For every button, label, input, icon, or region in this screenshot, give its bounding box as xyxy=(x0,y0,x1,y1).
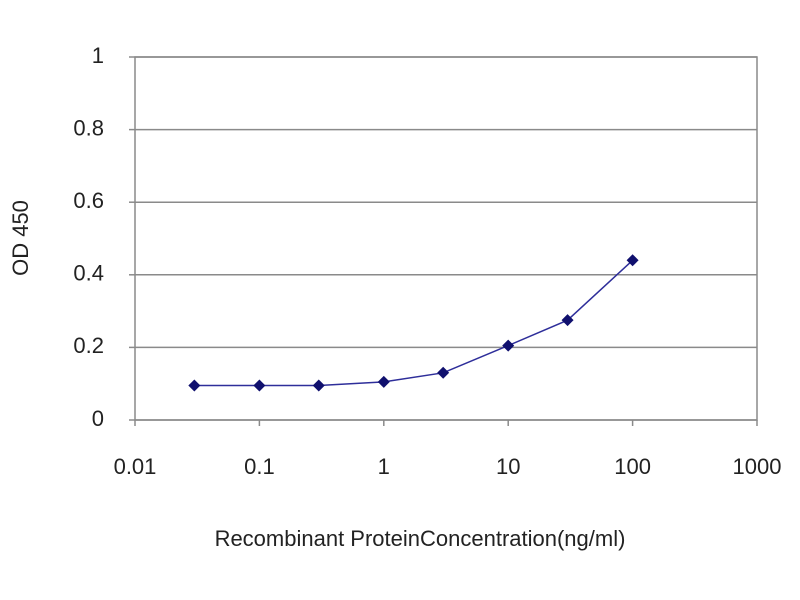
y-tick-label: 1 xyxy=(92,43,104,68)
data-point xyxy=(561,314,574,327)
y-tick-label: 0.4 xyxy=(73,261,104,286)
y-axis-label: OD 450 xyxy=(8,200,33,276)
y-tick-label: 0.2 xyxy=(73,333,104,358)
data-line xyxy=(194,259,634,387)
data-point xyxy=(188,379,201,392)
data-point xyxy=(437,366,450,379)
x-tick-label: 0.01 xyxy=(114,454,157,479)
data-point xyxy=(626,254,639,267)
y-tick-label: 0 xyxy=(92,406,104,431)
data-point xyxy=(377,375,390,388)
x-axis-label: Recombinant ProteinConcentration(ng/ml) xyxy=(215,526,626,551)
x-tick-label: 0.1 xyxy=(244,454,275,479)
data-point xyxy=(253,379,266,392)
data-point xyxy=(502,339,515,352)
data-point xyxy=(312,379,325,392)
x-tick-label: 100 xyxy=(614,454,651,479)
y-tick-label: 0.6 xyxy=(73,188,104,213)
x-tick-label: 10 xyxy=(496,454,520,479)
plot-area xyxy=(134,56,758,421)
x-tick-label: 1 xyxy=(378,454,390,479)
y-tick-label: 0.8 xyxy=(73,115,104,140)
x-tick-label: 1000 xyxy=(733,454,782,479)
